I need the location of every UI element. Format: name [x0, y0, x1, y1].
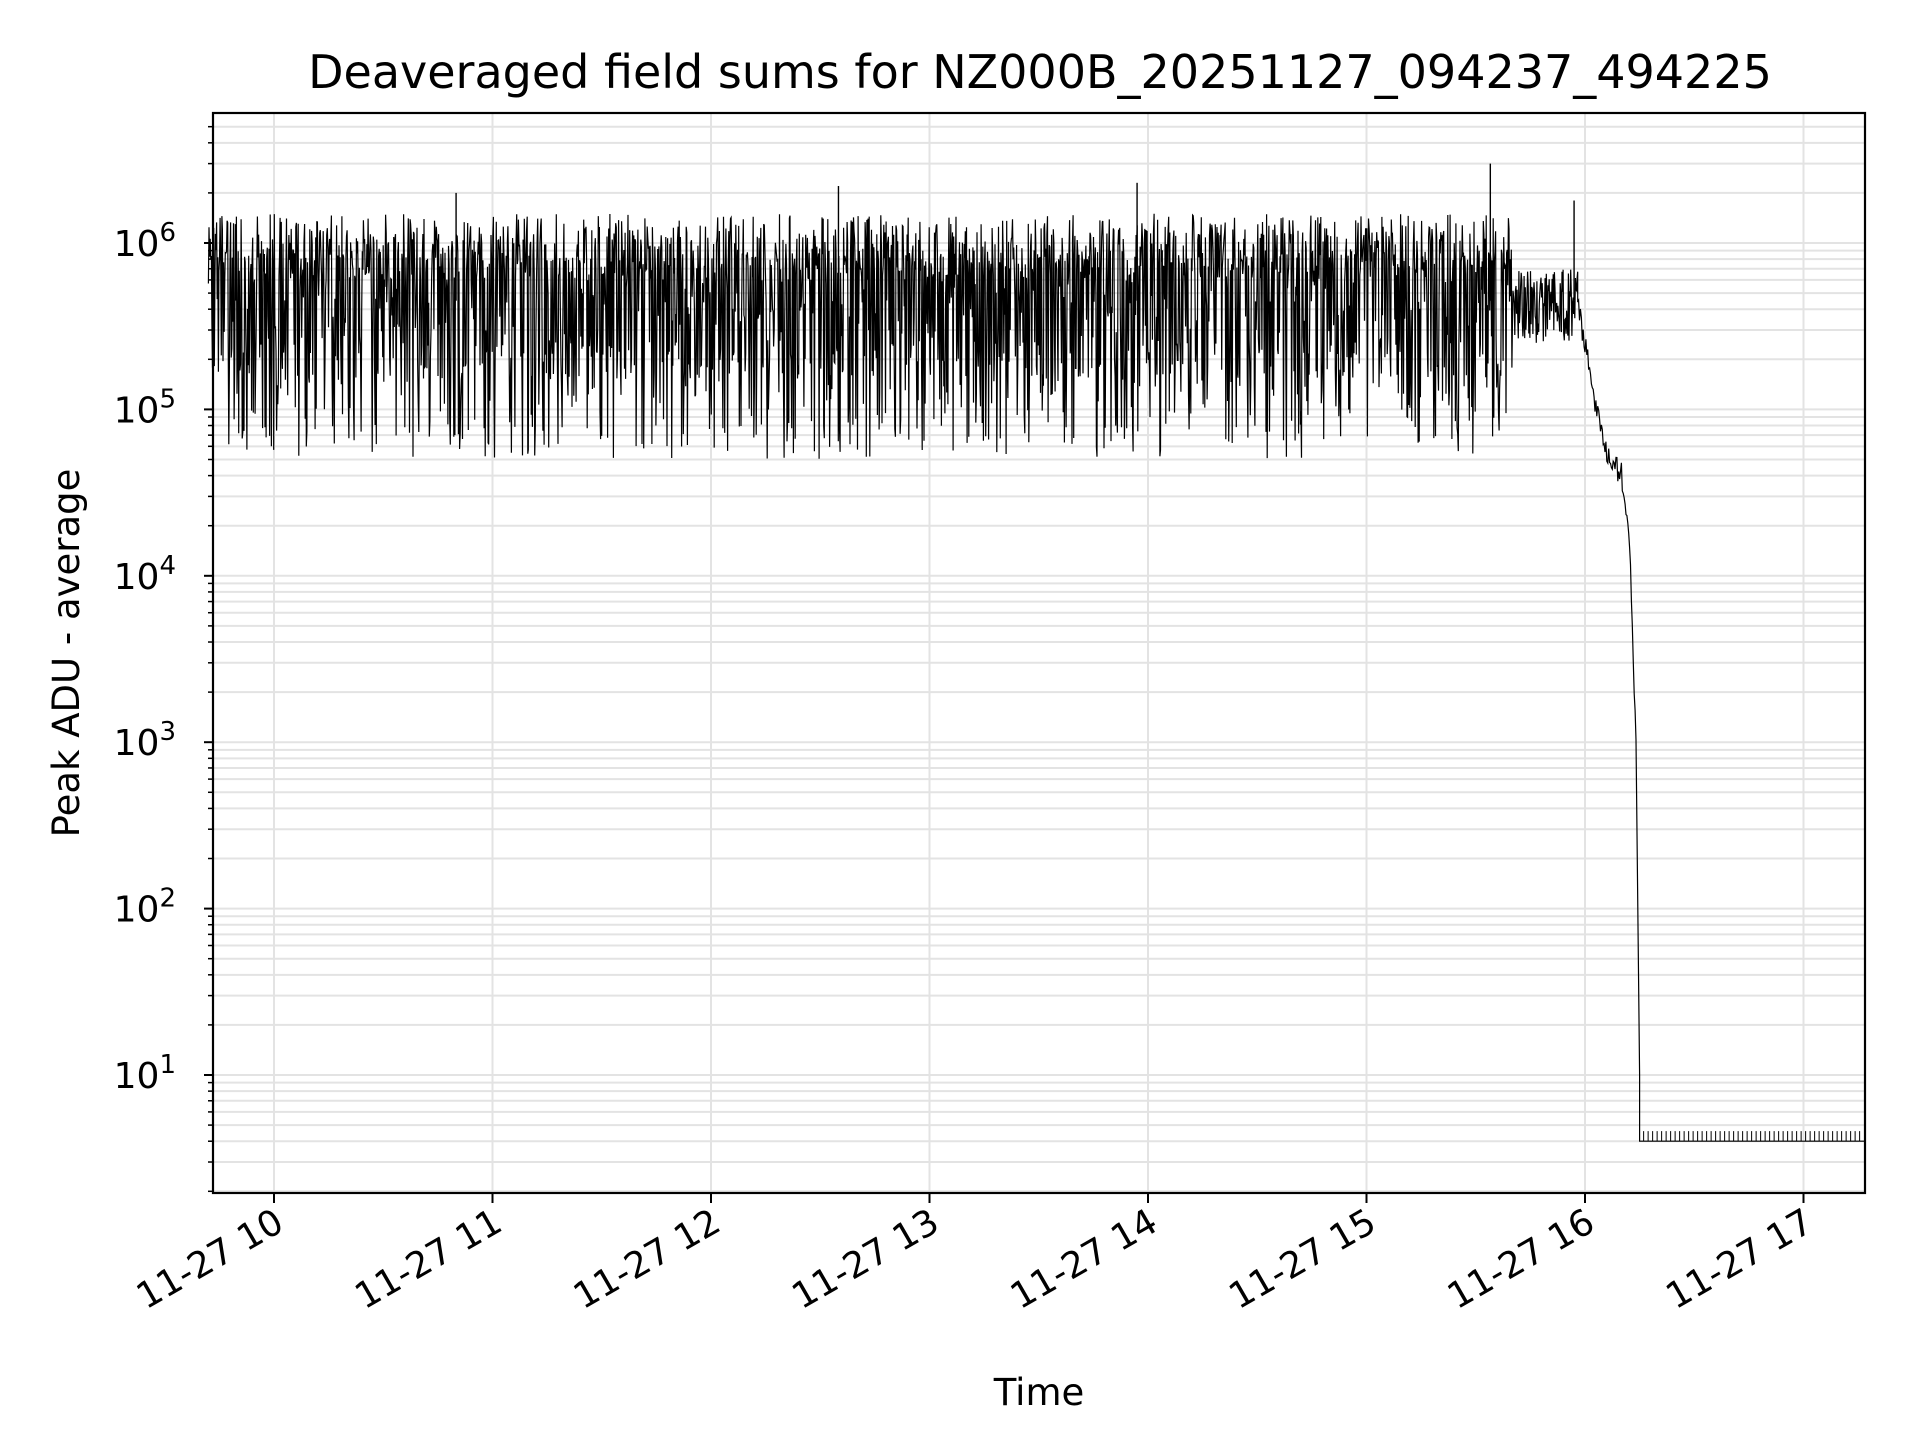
y-tick-base: 10: [114, 224, 160, 265]
y-tick-label: 101: [114, 1050, 176, 1097]
y-tick-exponent: 5: [159, 384, 176, 414]
y-axis-label: Peak ADU - average: [45, 469, 88, 838]
y-tick-base: 10: [114, 390, 160, 431]
y-tick-exponent: 6: [159, 218, 176, 248]
data-line-layer: [207, 163, 1865, 1142]
y-tick-base: 10: [114, 1056, 160, 1097]
y-tick-exponent: 3: [159, 717, 176, 747]
y-tick-label: 105: [114, 384, 176, 431]
series-line: [207, 213, 1865, 1142]
plot-frame: [211, 111, 1867, 1195]
y-tick-exponent: 1: [159, 1050, 176, 1080]
y-tick-base: 10: [114, 890, 160, 931]
y-tick-base: 10: [114, 723, 160, 764]
y-tick-base: 10: [114, 557, 160, 598]
y-tick-exponent: 2: [159, 884, 176, 914]
grid: [213, 113, 1865, 1193]
y-tick-label: 102: [114, 884, 176, 931]
y-tick-exponent: 4: [159, 551, 176, 581]
x-axis-label: Time: [993, 1371, 1085, 1414]
y-tick-label: 106: [114, 218, 176, 265]
y-tick-label: 103: [114, 717, 176, 764]
chart-title: Deaveraged field sums for NZ000B_2025112…: [308, 45, 1772, 99]
y-tick-label: 104: [114, 551, 176, 598]
